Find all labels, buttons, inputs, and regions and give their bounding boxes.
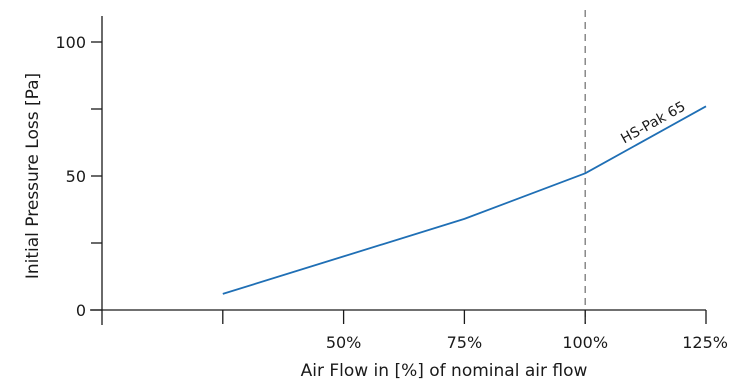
x-tick-label-75: 75% bbox=[447, 333, 483, 352]
y-axis-title: Initial Pressure Loss [Pa] bbox=[23, 73, 43, 279]
x-tick-label-100: 100% bbox=[562, 333, 608, 352]
series-group: HS-Pak 65 bbox=[222, 99, 707, 295]
y-tick-label-100: 100 bbox=[55, 33, 86, 52]
axis-ticks: 0 50 100 50% 75% 100% 125% bbox=[55, 33, 728, 352]
x-axis-title: Air Flow in [%] of nominal air flow bbox=[301, 361, 588, 381]
y-tick-label-50: 50 bbox=[66, 167, 86, 186]
x-tick-label-125: 125% bbox=[682, 333, 728, 352]
x-tick-label-50: 50% bbox=[326, 333, 362, 352]
y-tick-label-0: 0 bbox=[76, 301, 86, 320]
axes bbox=[90, 16, 706, 325]
